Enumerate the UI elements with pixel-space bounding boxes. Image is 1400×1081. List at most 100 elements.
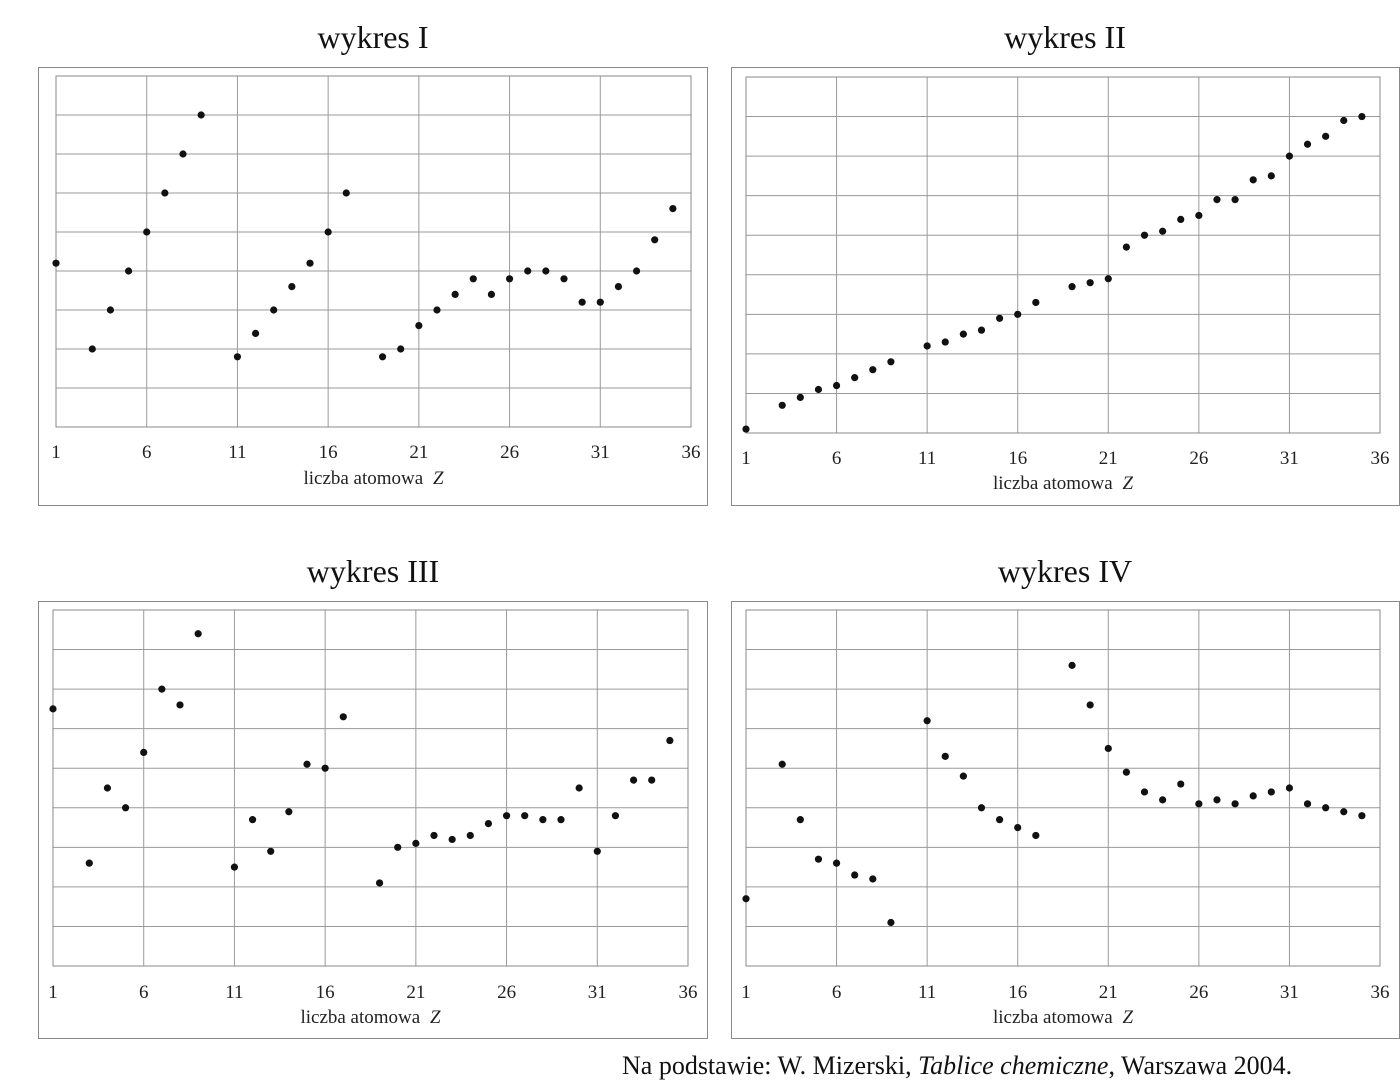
x-tick-label: 26: [1189, 982, 1208, 1003]
x-tick-label: 16: [1008, 448, 1027, 469]
data-point: [1086, 701, 1094, 709]
x-tick-label: 26: [500, 442, 519, 463]
data-point: [106, 306, 115, 314]
data-point: [415, 322, 423, 330]
data-point: [996, 816, 1004, 824]
x-axis-title-text: liczba atomowa: [303, 468, 428, 489]
data-point: [1195, 800, 1203, 808]
data-point: [375, 879, 384, 887]
data-point: [832, 381, 841, 390]
data-point: [88, 345, 96, 353]
data-point: [1014, 310, 1022, 318]
data-point: [143, 228, 151, 236]
x-tick-label: 36: [682, 442, 701, 463]
data-point: [1086, 279, 1094, 287]
data-point: [505, 275, 514, 283]
data-point: [466, 831, 474, 840]
source-prefix: Na podstawie: W. Mizerski,: [622, 1051, 919, 1080]
data-point: [339, 713, 347, 721]
plot-area-border: [745, 609, 1381, 967]
x-tick-label: 6: [832, 448, 842, 469]
data-point: [632, 267, 641, 275]
data-point: [521, 812, 529, 820]
data-point: [484, 820, 493, 828]
x-axis-title: liczba atomowa Z: [993, 1007, 1134, 1028]
data-point: [1322, 804, 1330, 812]
data-point: [1177, 215, 1185, 223]
source-caption: Na podstawie: W. Mizerski, Tablice chemi…: [622, 1051, 1292, 1081]
x-tick-label: 21: [1099, 982, 1118, 1003]
data-point: [179, 150, 187, 158]
data-point: [1249, 792, 1257, 800]
data-point: [596, 298, 604, 306]
data-point: [1195, 211, 1203, 220]
data-point: [1303, 800, 1312, 808]
data-point: [378, 353, 387, 361]
data-point: [1340, 116, 1348, 125]
x-tick-label: 1: [51, 442, 61, 463]
x-tick-label: 11: [918, 448, 936, 469]
data-point: [560, 275, 568, 283]
data-point: [1231, 196, 1239, 204]
data-point: [539, 816, 547, 824]
data-point: [267, 847, 275, 855]
x-tick-label: 26: [497, 982, 516, 1003]
plot-area-border: [55, 75, 692, 428]
data-point: [487, 290, 496, 298]
x-axis-title-text: liczba atomowa: [993, 1007, 1118, 1028]
data-point: [194, 630, 202, 638]
x-tick-label: 11: [225, 982, 243, 1003]
data-point: [433, 306, 441, 314]
x-tick-label: 31: [591, 442, 610, 463]
data-point: [542, 267, 550, 275]
x-axis-variable: Z: [1122, 473, 1133, 494]
data-point: [977, 804, 986, 812]
data-point: [321, 764, 329, 772]
data-point: [524, 267, 532, 275]
data-point: [869, 875, 877, 883]
data-point: [1231, 800, 1239, 808]
data-point: [742, 425, 750, 433]
data-point: [121, 804, 130, 812]
data-point: [614, 283, 623, 291]
data-point: [959, 330, 967, 338]
x-tick-label: 31: [1280, 448, 1299, 469]
data-point: [176, 701, 184, 709]
data-point: [251, 329, 260, 337]
chart-title-3: wykres III: [306, 553, 440, 589]
data-point: [648, 776, 656, 784]
data-point: [1285, 152, 1294, 160]
x-tick-label: 6: [142, 442, 152, 463]
data-point: [1322, 132, 1330, 140]
data-point: [342, 189, 350, 197]
data-point: [197, 111, 205, 119]
data-point: [1159, 796, 1167, 804]
x-tick-label: 11: [228, 442, 246, 463]
data-point: [887, 918, 895, 927]
data-point: [430, 831, 438, 840]
data-point: [977, 326, 986, 334]
x-axis-variable: Z: [1122, 1007, 1133, 1028]
chart-title-2: wykres II: [1004, 19, 1126, 55]
x-axis-title-text: liczba atomowa: [993, 473, 1118, 494]
data-point: [851, 871, 859, 879]
x-tick-label: 36: [1371, 982, 1390, 1003]
data-point: [1122, 768, 1130, 776]
data-point: [796, 816, 804, 824]
x-tick-label: 1: [741, 448, 751, 469]
data-point: [1267, 788, 1275, 796]
data-point: [306, 259, 314, 267]
data-point: [1177, 780, 1185, 788]
data-point: [85, 859, 93, 867]
data-point: [103, 784, 112, 792]
data-point: [923, 342, 931, 350]
data-point: [448, 835, 456, 844]
data-point: [1285, 784, 1294, 792]
x-tick-label: 6: [139, 982, 149, 1003]
data-point: [575, 784, 583, 792]
data-point: [666, 736, 674, 745]
plot-area-border: [52, 609, 689, 967]
data-point: [941, 338, 949, 346]
